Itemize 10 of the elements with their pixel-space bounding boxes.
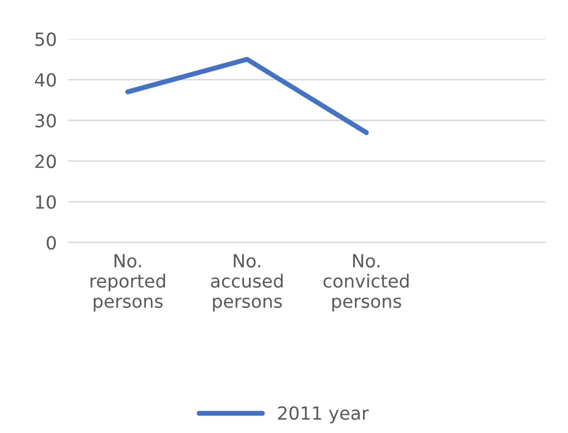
y-tick-label: 40 xyxy=(34,73,56,87)
y-tick-label: 0 xyxy=(46,236,56,250)
y-tick-label: 50 xyxy=(35,32,56,46)
y-tick-label: 20 xyxy=(35,154,56,168)
y-tick-label: 30 xyxy=(35,114,56,128)
x-tick-label: No. convicted persons xyxy=(324,254,409,312)
x-tick-label: No. accused persons xyxy=(210,254,283,312)
x-tick-label: No. reported persons xyxy=(90,254,166,312)
legend-label: 2011 year xyxy=(278,406,369,424)
y-tick-label: 10 xyxy=(36,195,56,209)
